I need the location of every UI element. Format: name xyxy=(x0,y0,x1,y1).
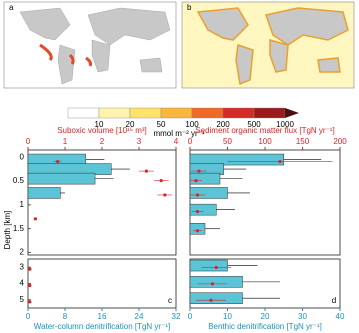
bar xyxy=(189,203,217,216)
y-axis-label: Depth [km] xyxy=(3,211,12,250)
bar xyxy=(189,223,206,235)
plot-frame xyxy=(27,258,177,309)
colorbar-segment xyxy=(129,107,162,119)
map-a: a xyxy=(3,1,177,89)
colorbar-tick-label: 20 xyxy=(126,120,135,129)
map-b: b xyxy=(181,1,355,89)
point xyxy=(210,282,215,286)
colorbar-unit: mmol m⁻² yr⁻¹ xyxy=(153,129,204,138)
colorbar-tick-label: 10 xyxy=(95,120,104,129)
point xyxy=(194,179,198,183)
x-tick-label: 32 xyxy=(172,312,181,321)
x-tick-label: 10 xyxy=(223,312,232,321)
colorbar-tick-label: 100 xyxy=(185,120,199,129)
bar xyxy=(27,187,61,199)
colorbar-segment xyxy=(98,107,131,119)
x2-tick-label: 1 xyxy=(63,137,68,146)
point xyxy=(33,217,38,221)
x2-tick-label: 2 xyxy=(100,137,105,146)
point xyxy=(209,298,213,302)
x2-tick-label: 150 xyxy=(296,137,310,146)
y-tick-label: 2 xyxy=(20,248,25,257)
colorbar-arrow xyxy=(285,108,299,118)
x-tick-label: 20 xyxy=(261,312,270,321)
point xyxy=(195,210,200,214)
x2-tick-label: 100 xyxy=(258,137,272,146)
y-tick-label: 1 xyxy=(20,200,25,209)
point xyxy=(214,265,218,270)
map-label: a xyxy=(9,3,14,12)
y-tick-label: 3 xyxy=(20,262,25,271)
point xyxy=(144,169,148,173)
point xyxy=(195,229,200,233)
bar xyxy=(189,187,228,199)
x2-tick-label: 3 xyxy=(137,137,142,146)
x2-tick-label: 200 xyxy=(333,137,347,146)
x-tick-label: 30 xyxy=(298,312,307,321)
x-tick-label: 0 xyxy=(188,312,193,321)
point xyxy=(28,300,32,304)
colorbar-segment xyxy=(222,107,255,119)
x-tick-label: 8 xyxy=(63,312,68,321)
point xyxy=(278,159,282,164)
point xyxy=(28,267,32,271)
x-tick-label: 40 xyxy=(336,312,345,321)
x-tick-label: 24 xyxy=(135,312,144,321)
y-tick-label: 5 xyxy=(20,295,25,304)
y-tick-label: 4 xyxy=(20,279,25,288)
panel-label: d xyxy=(332,296,336,305)
x-axis-label: Benthic denitrification [TgN yr⁻¹] xyxy=(208,322,322,331)
x2-tick-label: 50 xyxy=(223,137,232,146)
colorbar-segment xyxy=(160,107,193,119)
point xyxy=(56,159,60,164)
colorbar-tick-label: 1000 xyxy=(276,120,294,129)
x2-tick-label: 0 xyxy=(188,137,193,146)
y-tick-label: 0.5 xyxy=(13,176,25,185)
bar xyxy=(189,259,228,272)
bar xyxy=(189,172,221,185)
point xyxy=(163,193,167,197)
bar xyxy=(27,172,96,185)
y-tick-label: 1.5 xyxy=(13,224,25,233)
x2-tick-label: 0 xyxy=(26,137,31,146)
colorbar-tick-label: 200 xyxy=(216,120,230,129)
map-label: b xyxy=(187,3,192,12)
point xyxy=(28,283,32,288)
x2-tick-label: 4 xyxy=(174,137,179,146)
panel-label: c xyxy=(168,296,172,305)
point xyxy=(197,169,201,173)
point xyxy=(195,193,200,197)
x-tick-label: 0 xyxy=(26,312,31,321)
point xyxy=(159,179,163,183)
y-tick-label: 0 xyxy=(20,152,25,161)
colorbar-tick-label: 500 xyxy=(247,120,261,129)
colorbar-segment xyxy=(191,107,224,119)
colorbar-segment xyxy=(253,107,286,119)
bar xyxy=(189,276,243,288)
colorbar-segment xyxy=(67,107,100,119)
x2-axis-label: Suboxic volume [10¹⁵ m³] xyxy=(57,126,147,135)
x-tick-label: 16 xyxy=(98,312,107,321)
bar xyxy=(189,292,243,304)
x2-axis-label: Sediment organic matter flux [TgN yr⁻¹] xyxy=(195,126,334,135)
colorbar-tick-label: 50 xyxy=(157,120,166,129)
x-axis-label: Water-column denitrification [TgN yr⁻¹] xyxy=(34,322,170,331)
